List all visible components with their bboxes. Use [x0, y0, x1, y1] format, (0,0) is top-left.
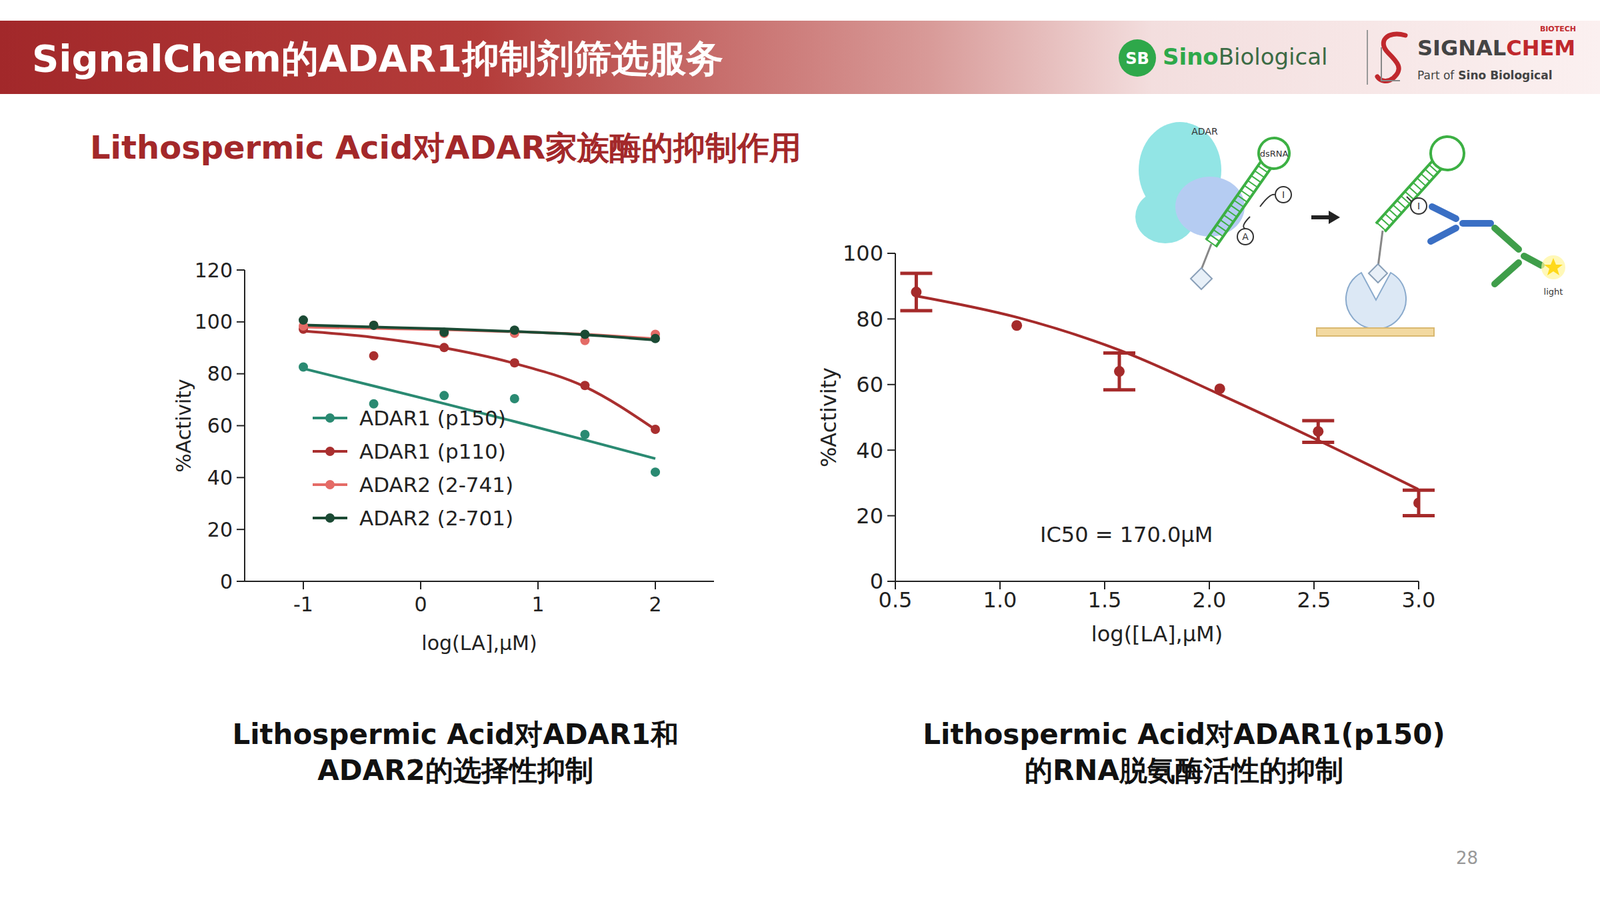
html-text:Lithospermic Acid对ADAR1和: Lithospermic Acid对ADAR1和 [232, 718, 679, 751]
svg-text:-1: -1 [293, 592, 314, 616]
html-text:ADAR2的选择性抑制: ADAR2的选择性抑制 [317, 754, 594, 787]
svg-text:0: 0 [414, 592, 427, 616]
svg-text:1: 1 [531, 592, 544, 616]
svg-text:log(LA],μM): log(LA],μM) [421, 631, 537, 655]
html-text:BIOTECH: BIOTECH [1539, 24, 1576, 34]
html-text:ADAR1 (p110): ADAR1 (p110) [359, 439, 506, 464]
svg-text:%Activity: %Activity [816, 367, 842, 468]
svg-text:80: 80 [207, 362, 233, 386]
html-text:ADAR2 (2-741): ADAR2 (2-741) [359, 472, 514, 497]
html-text:IC50 = 170.0μM: IC50 = 170.0μM [1040, 522, 1213, 548]
svg-text:80: 80 [856, 306, 884, 332]
svg-text:0: 0 [870, 568, 884, 594]
svg-text:60: 60 [207, 414, 233, 438]
svg-text:log([LA],μM): log([LA],μM) [1091, 621, 1223, 647]
svg-text:light: light [1544, 286, 1564, 297]
html-text:SignalChem的ADAR1抑制剂筛选服务: SignalChem的ADAR1抑制剂筛选服务 [32, 36, 724, 80]
svg-text:100: 100 [842, 240, 884, 266]
svg-text:20: 20 [207, 518, 233, 542]
svg-text:0.5: 0.5 [878, 587, 913, 613]
html-text:Lithospermic Acid对ADAR1(p150): Lithospermic Acid对ADAR1(p150) [922, 718, 1446, 751]
svg-text:I: I [1417, 200, 1420, 212]
svg-text:40: 40 [207, 466, 233, 490]
html-text:Part of Sino Biological: Part of Sino Biological [1417, 68, 1553, 82]
html-text:ADAR1 (p150): ADAR1 (p150) [359, 406, 506, 430]
svg-text:I: I [1282, 189, 1285, 200]
svg-text:A: A [1242, 231, 1249, 242]
html-text:Lithospermic Acid对ADAR家族酶的抑制作用: Lithospermic Acid对ADAR家族酶的抑制作用 [90, 128, 802, 166]
svg-text:20: 20 [856, 503, 884, 529]
svg-text:0: 0 [220, 570, 233, 594]
svg-text:60: 60 [856, 372, 884, 398]
html-text:的RNA脱氨酶活性的抑制: 的RNA脱氨酶活性的抑制 [1024, 754, 1344, 787]
svg-text:SB: SB [1125, 49, 1150, 68]
svg-text:ADAR: ADAR [1191, 126, 1218, 137]
svg-text:1.0: 1.0 [983, 587, 1018, 613]
html-text:SIGNAL CHEM: SIGNAL CHEM [1417, 35, 1576, 61]
svg-text:dsRNA: dsRNA [1260, 148, 1289, 159]
html-text:Sino Biological: Sino Biological [1162, 43, 1328, 70]
html-text:28: 28 [1456, 848, 1479, 868]
svg-text:%Activity: %Activity [172, 378, 196, 473]
svg-text:1.5: 1.5 [1088, 587, 1122, 613]
html-text:ADAR2 (2-701): ADAR2 (2-701) [359, 506, 514, 530]
svg-text:100: 100 [194, 310, 233, 334]
svg-text:2.5: 2.5 [1297, 587, 1332, 613]
svg-text:40: 40 [856, 438, 884, 464]
svg-text:2: 2 [648, 592, 662, 616]
svg-text:2.0: 2.0 [1192, 587, 1227, 613]
svg-text:3.0: 3.0 [1402, 587, 1436, 613]
svg-text:120: 120 [194, 258, 233, 282]
